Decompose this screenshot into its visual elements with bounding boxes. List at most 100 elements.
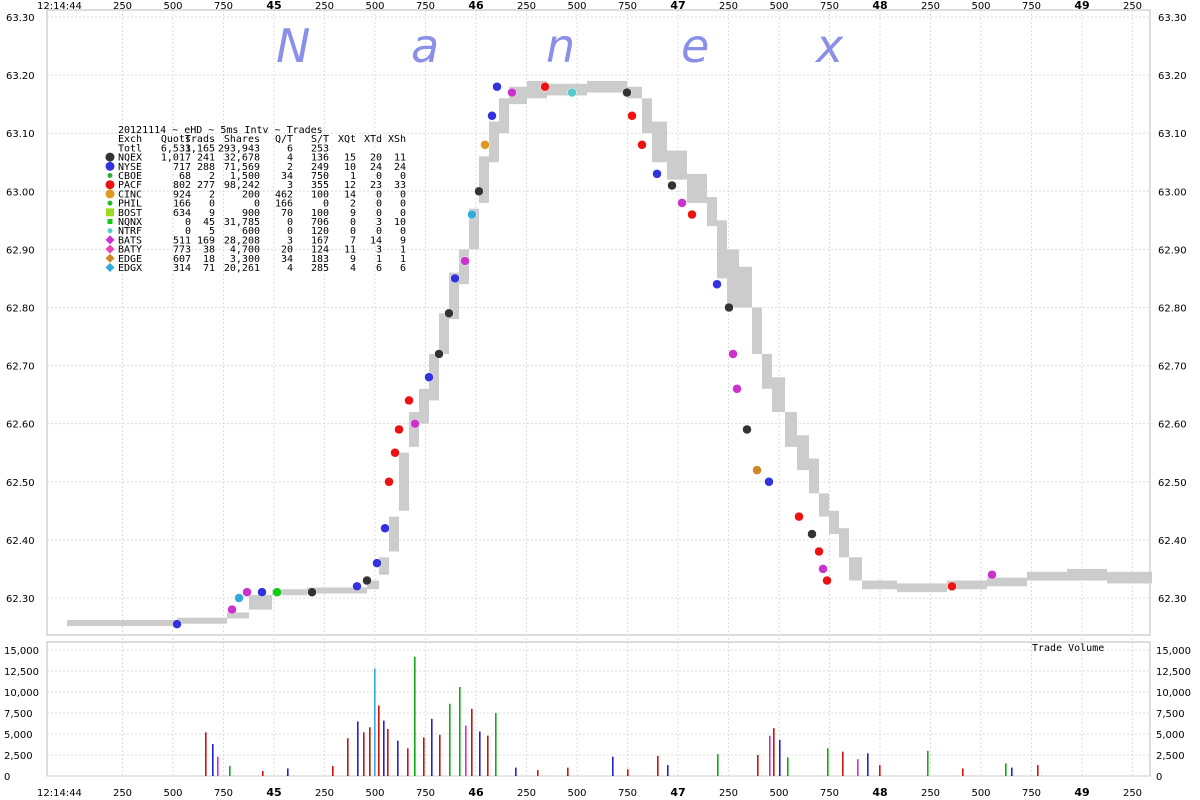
volume-bar [773,728,775,776]
volume-bar [471,708,473,776]
trade-point [814,546,824,557]
nbbo-segment [367,580,379,590]
nbbo-segment [307,587,347,594]
legend-header-cell: Shares [224,134,260,145]
trade-points [172,81,997,629]
legend-cell: 28,208 [224,235,260,246]
legend-cell: 924 [173,189,191,200]
legend-cell: 4 [350,263,356,274]
nbbo-segment [849,557,862,581]
legend-marker [105,161,115,171]
trade-point [450,273,460,284]
legend-header-cell: Exch [118,134,142,145]
volume-bar [627,769,629,776]
trade-point [172,619,182,629]
legend-cell: 0 [376,226,382,237]
legend-cell: EDGX [118,263,142,274]
legend-cell: 20 [281,245,293,256]
trade-point [474,186,484,197]
legend-cell: 100 [311,189,329,200]
trade-point [507,87,517,98]
price-tick-right: 63.00 [1158,187,1187,198]
legend-cell: 34 [281,254,293,265]
legend-cell: 4 [287,263,293,274]
legend-cell: 0 [376,189,382,200]
legend-cell: 136 [311,153,329,164]
volume-bar [357,721,359,776]
legend-cell: 166 [173,199,191,210]
volume-tick-right: 12,500 [1156,667,1191,678]
legend-cell: 0 [350,226,356,237]
legend-cell: 900 [242,208,260,219]
legend-cell: 32,678 [224,153,260,164]
legend-marker [107,228,113,234]
legend-cell: 1 [400,254,406,265]
legend-cell: 5 [209,226,215,237]
legend-cell: EDGE [118,254,142,265]
ms-tick-label: 250 [1123,788,1142,799]
nbbo-segment [727,249,739,308]
volume-bar [537,770,539,776]
nbbo-segment [429,353,439,401]
nbbo-segment [272,589,307,596]
ms-tick-label: 250 [517,1,536,12]
minute-tick-label: 48 [872,786,887,799]
volume-bar [667,765,669,776]
legend-cell: 23 [370,180,382,191]
legend-cell: 706 [311,217,329,228]
volume-bar [217,756,219,776]
volume-bar [383,720,385,776]
nbbo-segment [449,272,459,320]
minute-tick-label: 49 [1074,786,1089,799]
ms-tick-label: 750 [1022,788,1041,799]
nbbo-segment [409,412,419,447]
volume-bar [212,744,214,776]
trade-point [242,587,252,597]
nbbo-segment [1067,568,1107,581]
trade-point [712,279,722,289]
legend-cell: CINC [118,189,142,200]
volume-tick-left: 10,000 [4,688,39,699]
legend-cell: 285 [311,263,329,274]
legend-cell: 70 [281,208,293,219]
volume-tick-left: 5,000 [4,730,33,741]
ms-tick-label: 250 [719,1,738,12]
legend-cell: 31,785 [224,217,260,228]
volume-bar [787,757,789,776]
volume-panel-frame [46,641,1151,777]
trade-point [394,424,404,435]
ms-tick-label: 750 [1022,1,1041,12]
nbbo-segment [667,150,687,180]
legend-cell: 717 [173,162,191,173]
legend-cell: 120 [311,226,329,237]
trade-point [677,198,687,208]
volume-tick-right: 2,500 [1156,751,1185,762]
trade-point [567,87,577,98]
legend-cell: 71,569 [224,162,260,173]
legend-cell: 1 [376,254,382,265]
nbbo-segment [829,510,839,535]
legend-cell: 0 [376,171,382,182]
watermark-letter: N [276,19,310,73]
volume-tick-left: 12,500 [4,667,39,678]
watermark-letter: e [681,19,709,73]
legend-cell: 462 [275,189,293,200]
price-tick-left: 62.40 [6,536,35,547]
legend-cell: BATY [118,245,142,256]
ms-tick-label: 750 [820,788,839,799]
nbbo-segment [479,156,489,203]
legend-cell: 9 [209,208,215,219]
legend-cell: 0 [376,199,382,210]
nbbo-segment [419,388,429,424]
nbbo-segment [379,557,389,575]
nbbo-segment [862,580,897,590]
volume-bar [769,735,771,776]
volume-bar [397,740,399,776]
legend-cell: 9 [350,254,356,265]
volume-bar [363,732,365,776]
volume-bar [842,751,844,776]
legend-cell: 4 [287,153,293,164]
nbbo-segment [652,121,667,163]
legend-cell: 2 [209,171,215,182]
time-start-label: 12:14:44 [37,788,82,799]
